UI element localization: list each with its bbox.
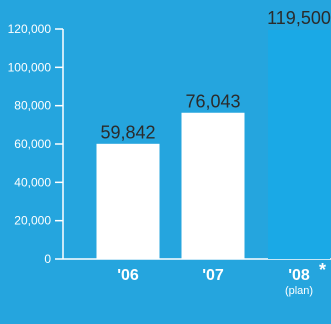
value-label: 119,500 xyxy=(267,8,331,28)
bar-07 xyxy=(181,112,245,260)
y-tick-label: 100,000 xyxy=(8,60,52,74)
y-tick-label: 0 xyxy=(44,252,51,266)
asterisk-marker: * xyxy=(319,260,326,280)
labels-group: 59,842 '06 76,043 '07 119,500 '08 * (plan) xyxy=(100,8,330,297)
category-label: '08 xyxy=(288,267,310,284)
y-tick-label: 120,000 xyxy=(8,22,52,36)
plan-note: (plan) xyxy=(285,285,313,297)
bar-08 xyxy=(268,29,330,260)
value-label: 76,043 xyxy=(185,91,240,111)
y-tick-label: 20,000 xyxy=(14,214,51,228)
y-tick-label: 60,000 xyxy=(14,137,51,151)
y-axis-group: 0 20,000 40,000 60,000 80,000 100,000 120,000 xyxy=(8,22,331,266)
value-label: 59,842 xyxy=(100,122,155,142)
category-label: '07 xyxy=(202,267,224,284)
bars-group xyxy=(96,29,330,260)
bar-06 xyxy=(96,143,160,260)
y-tick-label: 80,000 xyxy=(14,99,51,113)
y-tick-label: 40,000 xyxy=(14,175,51,189)
category-label: '06 xyxy=(117,267,139,284)
